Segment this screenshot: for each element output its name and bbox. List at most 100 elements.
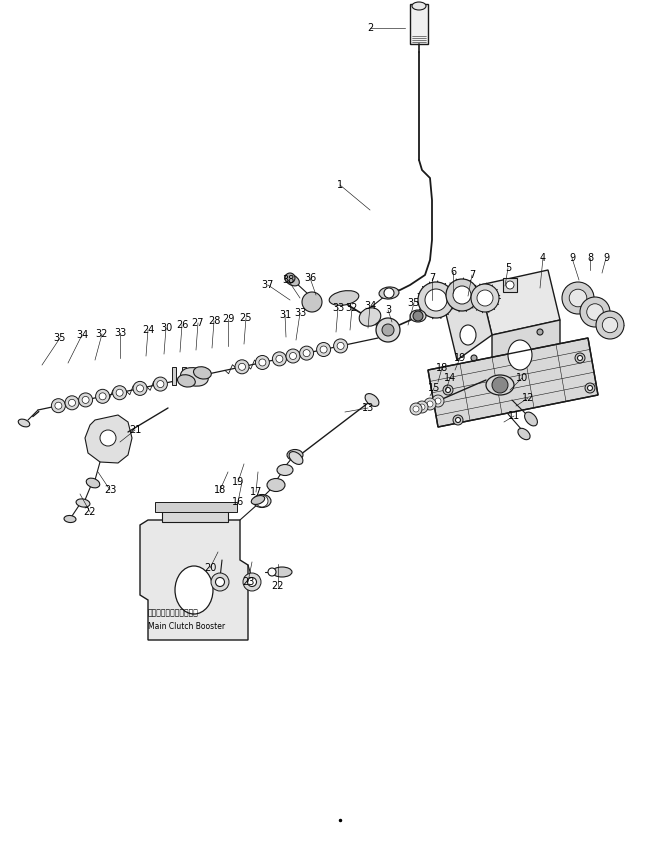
- Circle shape: [256, 495, 268, 507]
- Circle shape: [255, 356, 269, 369]
- Text: 31: 31: [279, 310, 291, 320]
- Text: 13: 13: [362, 403, 374, 413]
- Ellipse shape: [289, 452, 303, 464]
- FancyBboxPatch shape: [172, 368, 176, 385]
- Circle shape: [425, 289, 447, 311]
- Circle shape: [585, 383, 595, 393]
- Circle shape: [435, 398, 441, 404]
- Circle shape: [79, 393, 93, 407]
- Circle shape: [259, 359, 266, 366]
- Text: 4: 4: [540, 253, 546, 263]
- Circle shape: [580, 297, 610, 327]
- Text: 23: 23: [103, 485, 116, 495]
- Polygon shape: [480, 270, 560, 335]
- Text: 36: 36: [304, 273, 316, 283]
- Ellipse shape: [272, 567, 292, 577]
- Text: 33: 33: [332, 303, 344, 313]
- Circle shape: [239, 363, 245, 370]
- Ellipse shape: [181, 368, 208, 386]
- Text: 34: 34: [364, 301, 376, 311]
- Circle shape: [286, 349, 300, 363]
- Circle shape: [116, 389, 123, 396]
- Circle shape: [303, 350, 310, 357]
- Text: 27: 27: [192, 318, 204, 328]
- Circle shape: [276, 356, 283, 362]
- FancyBboxPatch shape: [503, 278, 517, 292]
- Circle shape: [382, 324, 394, 336]
- Text: 21: 21: [129, 425, 141, 435]
- Circle shape: [424, 398, 436, 410]
- Text: 22: 22: [84, 507, 96, 517]
- Ellipse shape: [175, 566, 213, 614]
- Circle shape: [51, 399, 65, 413]
- Polygon shape: [445, 285, 492, 360]
- Circle shape: [446, 279, 478, 311]
- Text: 10: 10: [516, 373, 528, 383]
- Circle shape: [577, 356, 583, 361]
- Polygon shape: [85, 415, 132, 463]
- Ellipse shape: [525, 412, 538, 426]
- Circle shape: [69, 400, 75, 406]
- Circle shape: [416, 401, 428, 413]
- Circle shape: [413, 406, 419, 412]
- Text: 30: 30: [160, 323, 172, 333]
- Circle shape: [506, 281, 514, 289]
- Ellipse shape: [508, 340, 532, 370]
- Circle shape: [471, 284, 499, 312]
- Text: 34: 34: [76, 330, 88, 340]
- Circle shape: [82, 396, 89, 404]
- Ellipse shape: [177, 375, 196, 387]
- Circle shape: [243, 573, 261, 591]
- Text: 2: 2: [367, 23, 373, 33]
- Ellipse shape: [287, 449, 303, 460]
- Ellipse shape: [410, 310, 426, 322]
- Circle shape: [492, 377, 508, 393]
- Text: 28: 28: [208, 316, 220, 326]
- Ellipse shape: [285, 274, 299, 286]
- Circle shape: [537, 329, 543, 335]
- Circle shape: [471, 355, 477, 361]
- Circle shape: [418, 282, 454, 318]
- Text: 18: 18: [436, 363, 448, 373]
- Text: 26: 26: [176, 320, 188, 330]
- Circle shape: [268, 568, 276, 576]
- Polygon shape: [428, 338, 598, 427]
- Text: メインクラッチブースタ: メインクラッチブースタ: [148, 608, 199, 617]
- Circle shape: [596, 311, 624, 339]
- Circle shape: [153, 377, 167, 391]
- Circle shape: [333, 339, 347, 353]
- Text: 29: 29: [222, 314, 234, 324]
- Polygon shape: [140, 520, 248, 640]
- Text: 23: 23: [242, 577, 254, 587]
- Circle shape: [587, 385, 593, 390]
- Ellipse shape: [194, 367, 211, 379]
- Circle shape: [453, 286, 471, 304]
- Text: 22: 22: [271, 581, 284, 591]
- Circle shape: [432, 395, 444, 407]
- Circle shape: [453, 415, 463, 425]
- Text: 5: 5: [505, 263, 511, 273]
- Circle shape: [419, 404, 425, 410]
- Text: 32: 32: [96, 329, 108, 339]
- Circle shape: [320, 346, 327, 353]
- FancyBboxPatch shape: [155, 502, 237, 512]
- Text: 18: 18: [214, 485, 226, 495]
- Circle shape: [65, 396, 79, 410]
- Circle shape: [443, 385, 453, 395]
- Ellipse shape: [365, 394, 379, 406]
- Text: 8: 8: [587, 253, 593, 263]
- Circle shape: [384, 288, 394, 298]
- Circle shape: [446, 388, 450, 393]
- Text: 24: 24: [142, 325, 154, 335]
- FancyBboxPatch shape: [182, 367, 186, 382]
- Circle shape: [95, 389, 110, 403]
- Circle shape: [456, 417, 460, 422]
- Circle shape: [477, 290, 493, 306]
- Ellipse shape: [460, 325, 476, 345]
- Text: 15: 15: [428, 383, 440, 393]
- Text: 33: 33: [114, 328, 126, 338]
- Circle shape: [55, 402, 62, 409]
- Circle shape: [337, 342, 344, 349]
- Circle shape: [100, 430, 116, 446]
- FancyBboxPatch shape: [410, 4, 428, 44]
